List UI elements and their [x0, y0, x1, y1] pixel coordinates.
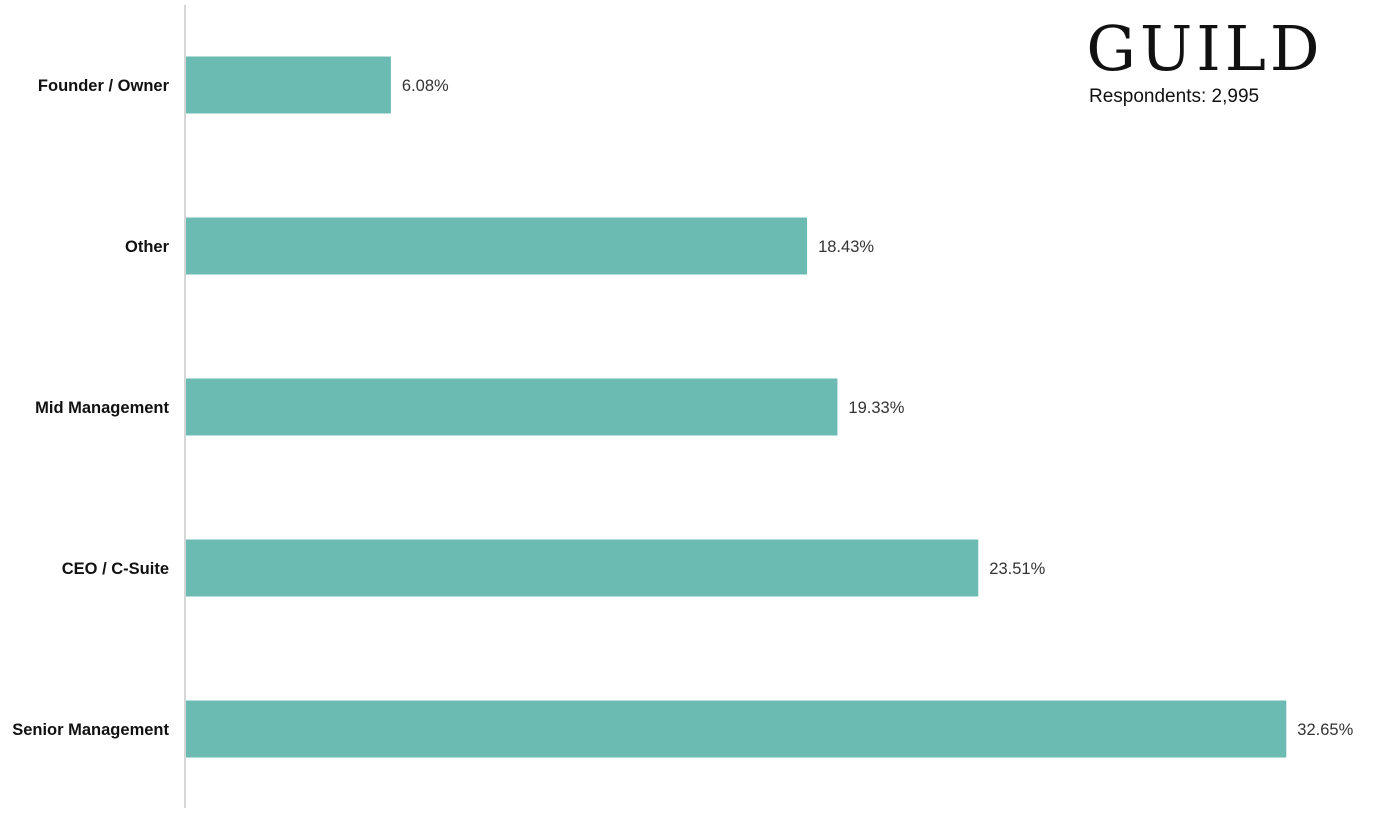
- bar-2: [186, 378, 838, 436]
- category-label-0: Founder / Owner: [38, 77, 170, 95]
- value-label-0: 6.08%: [402, 77, 449, 95]
- value-label-4: 32.65%: [1297, 721, 1353, 739]
- category-label-2: Mid Management: [35, 399, 169, 417]
- value-label-1: 18.43%: [818, 238, 874, 256]
- guild-logo: GUILD: [1086, 12, 1324, 85]
- brand-block: GUILD Respondents: 2,995: [1060, 14, 1350, 108]
- bar-0: [186, 56, 391, 114]
- category-label-4: Senior Management: [12, 721, 169, 739]
- category-label-1: Other: [125, 238, 170, 256]
- bars-group: Founder / Owner 6.08% Other 18.43% Mid Manag…: [12, 56, 1354, 758]
- respondents-count: Respondents: 2,995: [1089, 86, 1260, 107]
- category-label-3: CEO / C-Suite: [62, 560, 169, 578]
- bar-3: [186, 539, 979, 597]
- bar-4: [186, 700, 1287, 758]
- value-label-2: 19.33%: [848, 399, 904, 417]
- bar-1: [186, 217, 808, 275]
- value-label-3: 23.51%: [989, 560, 1045, 578]
